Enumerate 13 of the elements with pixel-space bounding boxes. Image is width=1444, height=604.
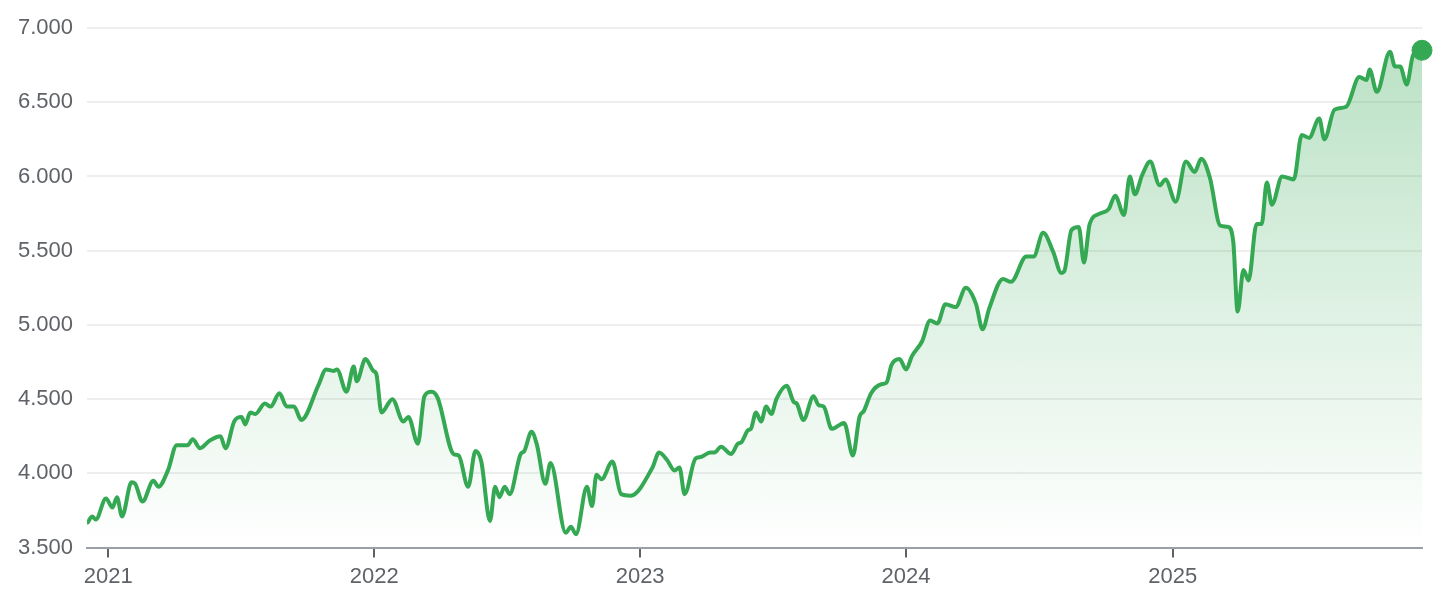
x-tick-label: 2022 (349, 562, 399, 588)
y-tick-label: 6.000 (17, 162, 74, 188)
y-tick-label: 7.000 (17, 14, 74, 40)
y-tick-label: 6.500 (17, 88, 74, 114)
y-tick-label: 4.500 (17, 385, 74, 411)
x-tick-label: 2021 (83, 562, 133, 588)
x-tick-label: 2025 (1148, 562, 1198, 588)
y-tick-label: 5.000 (17, 310, 74, 336)
y-tick-label: 5.500 (17, 236, 74, 262)
x-tick-label: 2024 (881, 562, 931, 588)
y-tick-label: 3.500 (17, 533, 74, 559)
x-tick-label: 2023 (615, 562, 665, 588)
y-tick-label: 4.000 (17, 459, 74, 485)
